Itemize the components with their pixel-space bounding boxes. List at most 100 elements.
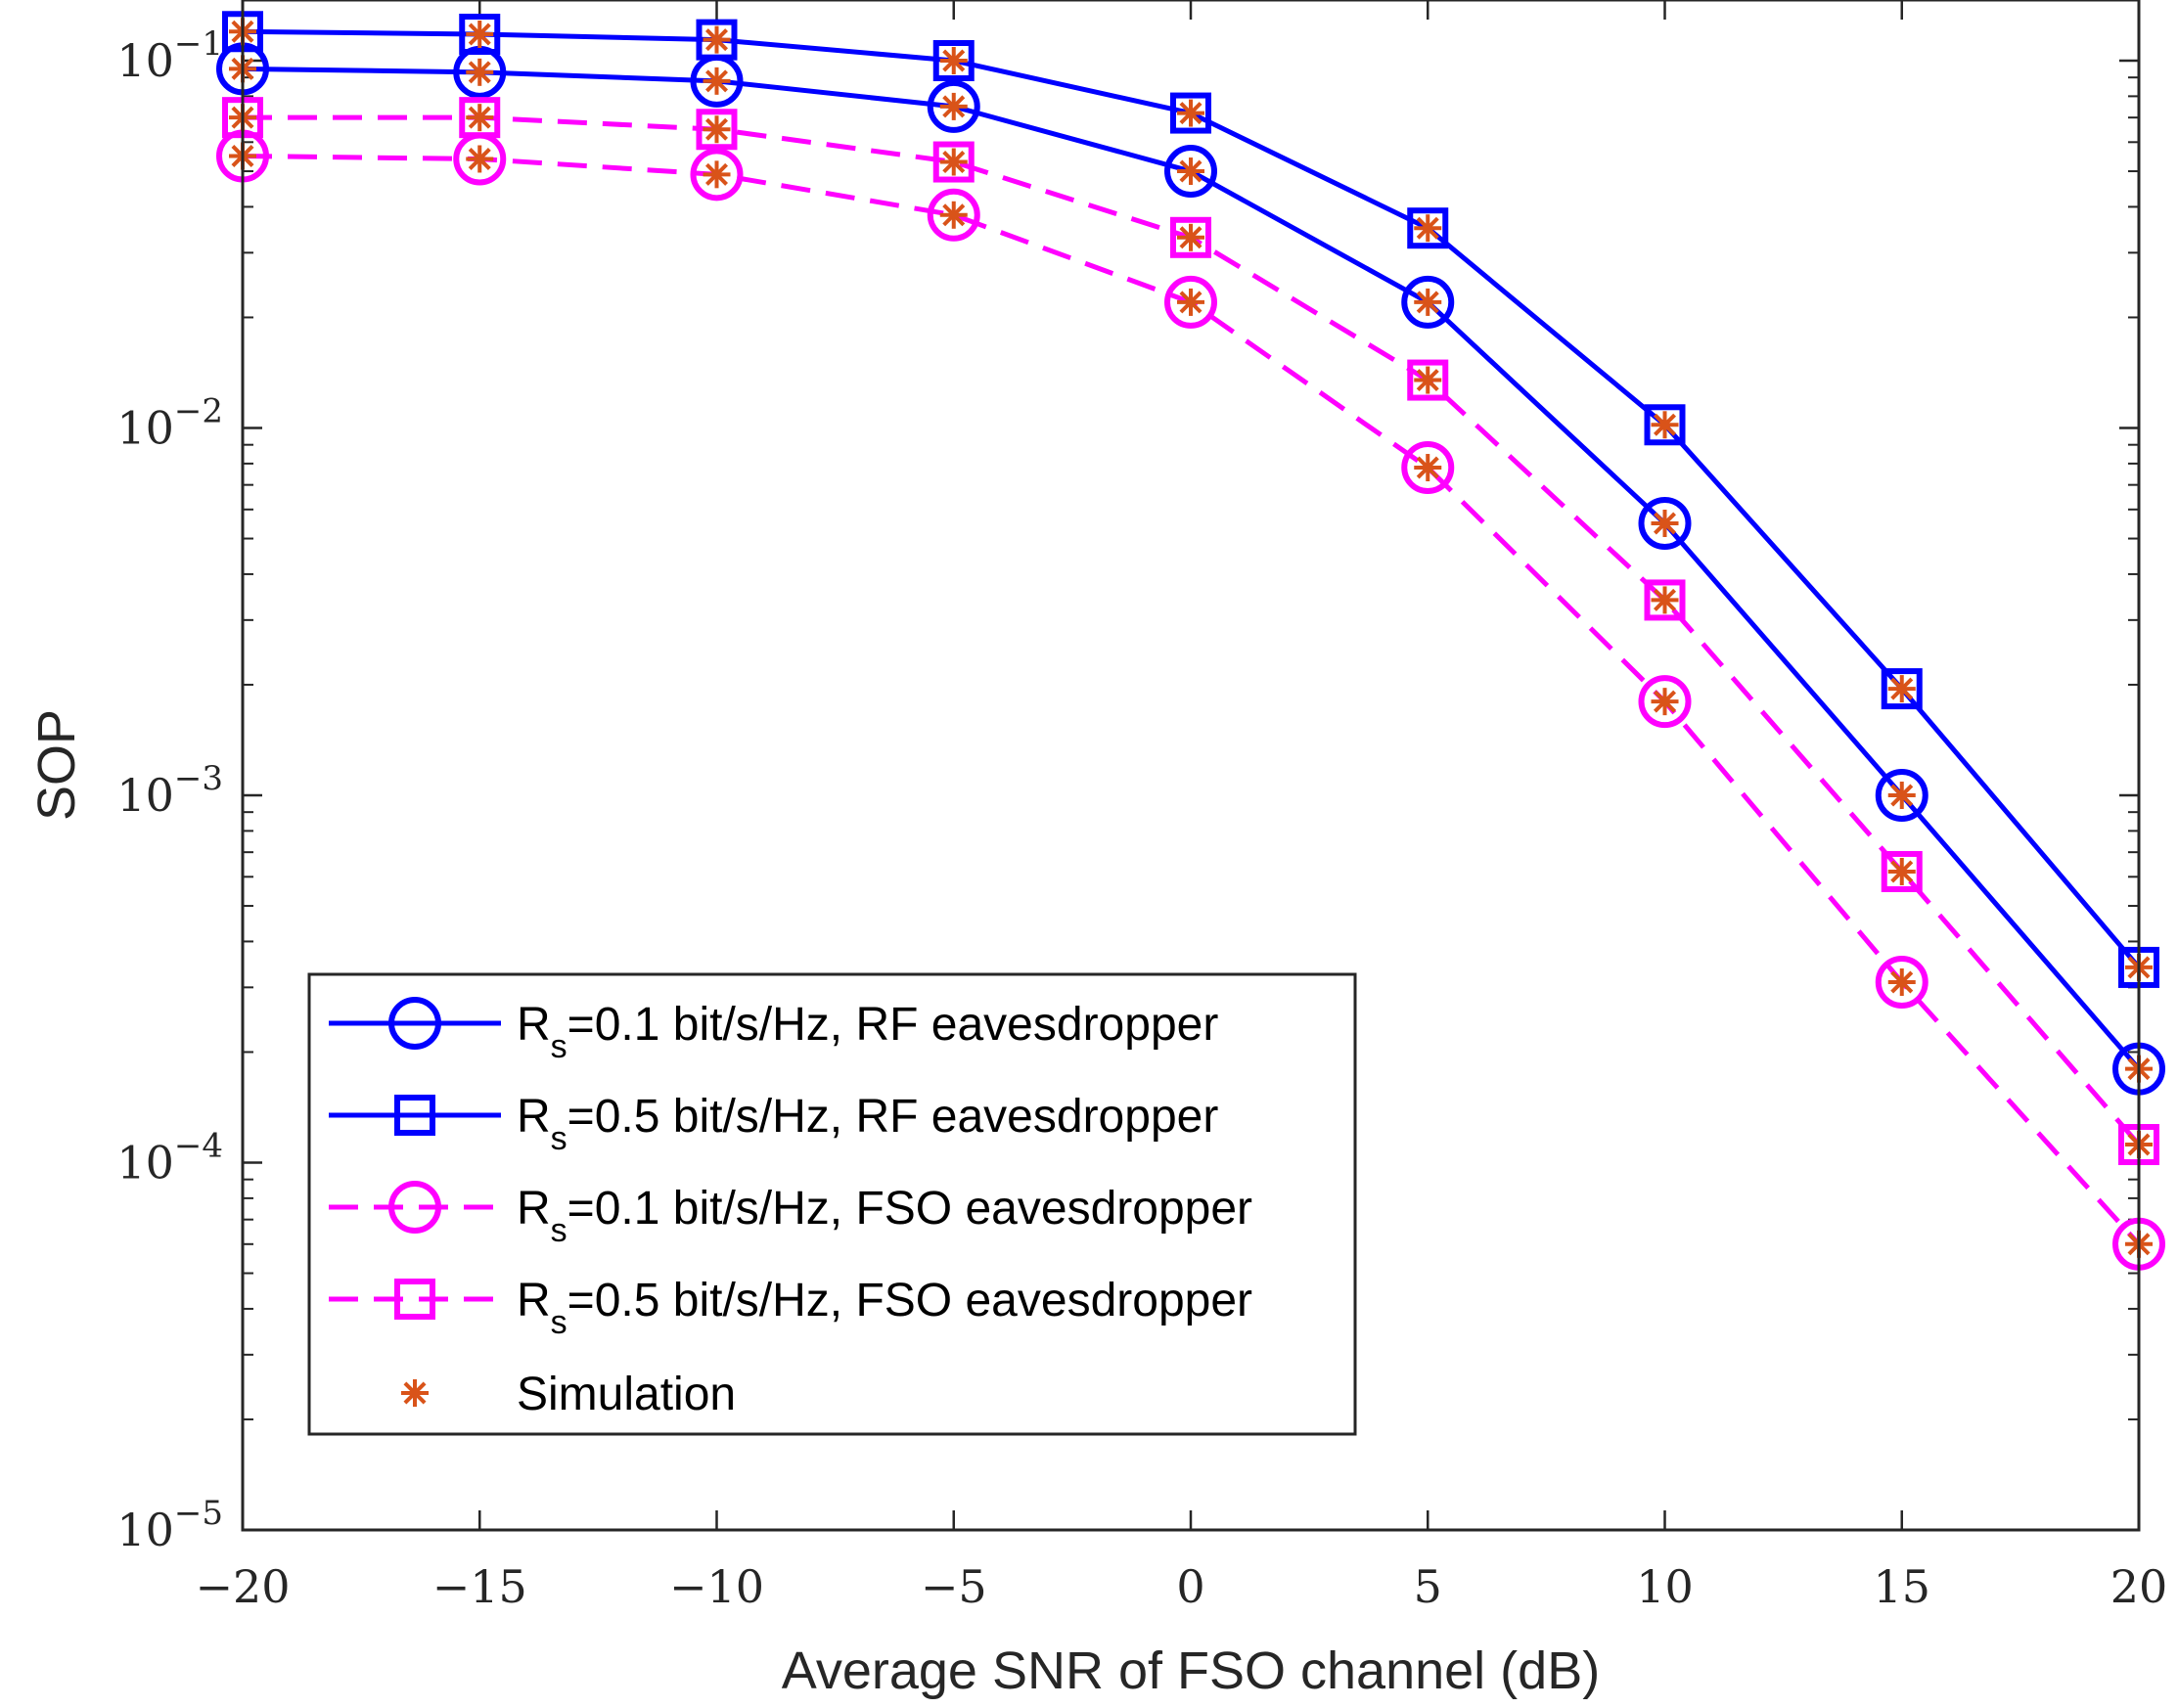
legend-marker bbox=[394, 1279, 435, 1320]
legend-entry-1: Rs=0.1 bit/s/Hz, RF eavesdropper bbox=[329, 997, 1218, 1065]
y-tick-label: 10−4 bbox=[116, 1127, 223, 1190]
y-tick-label: 10−5 bbox=[116, 1494, 223, 1556]
data-point-square bbox=[696, 19, 738, 61]
asterisk-stroke bbox=[1654, 413, 1676, 436]
data-point-square bbox=[1881, 850, 1923, 892]
y-tick-label: 10−1 bbox=[116, 24, 223, 87]
simulation-point bbox=[1414, 454, 1442, 482]
y-tick-label: 10−2 bbox=[116, 392, 223, 455]
data-point-circle bbox=[1401, 441, 1455, 495]
asterisk-stroke bbox=[1179, 291, 1202, 314]
asterisk-stroke bbox=[1416, 291, 1439, 314]
simulation-point bbox=[466, 145, 494, 173]
data-point-square bbox=[932, 141, 975, 183]
data-point-circle bbox=[1164, 275, 1217, 329]
legend-label: Rs=0.1 bit/s/Hz, RF eavesdropper bbox=[517, 999, 1218, 1065]
simulation-point bbox=[703, 67, 731, 95]
asterisk-stroke bbox=[1416, 216, 1439, 240]
y-axis-label: SOP bbox=[27, 709, 86, 821]
asterisk-stroke bbox=[468, 22, 491, 46]
legend-entry-4: Rs=0.5 bit/s/Hz, FSO eavesdropper bbox=[329, 1275, 1252, 1341]
x-tick-label: 0 bbox=[1176, 1560, 1204, 1613]
simulation-point bbox=[1414, 288, 1442, 316]
asterisk-stroke bbox=[468, 147, 491, 170]
simulation-point bbox=[1651, 688, 1679, 716]
simulation-point bbox=[939, 47, 968, 74]
asterisk-stroke bbox=[942, 95, 966, 118]
asterisk-stroke bbox=[403, 1381, 427, 1405]
data-point-square bbox=[1407, 207, 1449, 249]
asterisk-stroke bbox=[1416, 456, 1439, 479]
asterisk-stroke bbox=[942, 151, 966, 174]
legend-entry-simulation: Simulation bbox=[401, 1369, 736, 1420]
asterisk-stroke bbox=[1890, 970, 1914, 994]
data-point-circle bbox=[1401, 275, 1455, 329]
simulation-point bbox=[1177, 99, 1204, 127]
simulation-point bbox=[703, 160, 731, 189]
data-point-square bbox=[932, 40, 975, 81]
asterisk-stroke bbox=[705, 69, 728, 93]
x-axis-label: Average SNR of FSO channel (dB) bbox=[782, 1641, 1600, 1700]
legend-label: Rs=0.1 bit/s/Hz, FSO eavesdropper bbox=[517, 1183, 1252, 1249]
legend-entry-3: Rs=0.1 bit/s/Hz, FSO eavesdropper bbox=[329, 1181, 1252, 1249]
asterisk-stroke bbox=[468, 106, 491, 129]
data-point-square bbox=[1644, 579, 1686, 621]
x-tick-label: 20 bbox=[2110, 1560, 2168, 1613]
asterisk-stroke bbox=[1890, 677, 1914, 700]
asterisk-stroke bbox=[705, 117, 728, 141]
simulation-point bbox=[703, 25, 731, 54]
x-tick-label: −15 bbox=[432, 1560, 527, 1613]
x-tick-label: −5 bbox=[921, 1560, 987, 1613]
asterisk-stroke bbox=[1654, 588, 1676, 611]
simulation-point bbox=[1887, 782, 1916, 809]
data-point-square bbox=[696, 109, 738, 151]
asterisk-stroke bbox=[1416, 369, 1439, 392]
asterisk-stroke bbox=[942, 49, 966, 72]
asterisk-stroke bbox=[1179, 226, 1202, 249]
asterisk-stroke bbox=[942, 203, 966, 227]
legend-marker bbox=[388, 1181, 441, 1234]
data-point-square bbox=[1170, 216, 1211, 258]
x-tick-label: 10 bbox=[1636, 1560, 1694, 1613]
y-tick-label: 10−3 bbox=[116, 759, 223, 822]
simulation-point bbox=[1887, 857, 1916, 885]
x-tick-label: 15 bbox=[1873, 1560, 1930, 1613]
data-point-square bbox=[1644, 404, 1686, 446]
asterisk-stroke bbox=[468, 61, 491, 84]
asterisk-stroke bbox=[1654, 512, 1676, 535]
simulation-point bbox=[466, 58, 494, 86]
asterisk-stroke bbox=[705, 162, 728, 186]
simulation-point bbox=[1414, 214, 1442, 243]
data-point-square bbox=[1170, 92, 1211, 134]
simulation-point bbox=[1887, 675, 1916, 703]
simulation-point bbox=[1651, 411, 1679, 439]
legend: Rs=0.1 bit/s/Hz, RF eavesdropper Rs=0.5 b… bbox=[307, 972, 1357, 1436]
data-point-square bbox=[459, 97, 501, 139]
data-point-square bbox=[1407, 359, 1449, 401]
simulation-point bbox=[1414, 366, 1442, 394]
simulation-point bbox=[1177, 223, 1204, 251]
simulation-point bbox=[939, 92, 968, 120]
legend-marker bbox=[394, 1095, 435, 1136]
data-point-circle bbox=[927, 79, 980, 133]
data-point-circle bbox=[1875, 955, 1928, 1009]
simulation-point bbox=[1177, 288, 1204, 316]
data-point-circle bbox=[1875, 769, 1928, 822]
legend-entry-2: Rs=0.5 bit/s/Hz, RF eavesdropper bbox=[329, 1091, 1218, 1157]
simulation-point bbox=[1651, 586, 1679, 614]
asterisk-stroke bbox=[1890, 860, 1914, 883]
x-tick-label: −20 bbox=[195, 1560, 290, 1613]
data-point-circle bbox=[453, 45, 507, 99]
data-point-circle bbox=[1164, 145, 1217, 199]
legend-box bbox=[307, 972, 1357, 1436]
y-tick-labels: 10−1 10−2 10−3 10−4 10−5 bbox=[116, 24, 223, 1556]
asterisk-stroke bbox=[1654, 690, 1676, 713]
simulation-point bbox=[1887, 967, 1916, 996]
legend-marker bbox=[401, 1379, 429, 1407]
legend-label: Rs=0.5 bit/s/Hz, RF eavesdropper bbox=[517, 1091, 1218, 1157]
data-point-circle bbox=[1638, 675, 1692, 729]
asterisk-stroke bbox=[1890, 784, 1914, 807]
asterisk-stroke bbox=[1179, 102, 1202, 125]
simulation-point bbox=[466, 104, 494, 132]
